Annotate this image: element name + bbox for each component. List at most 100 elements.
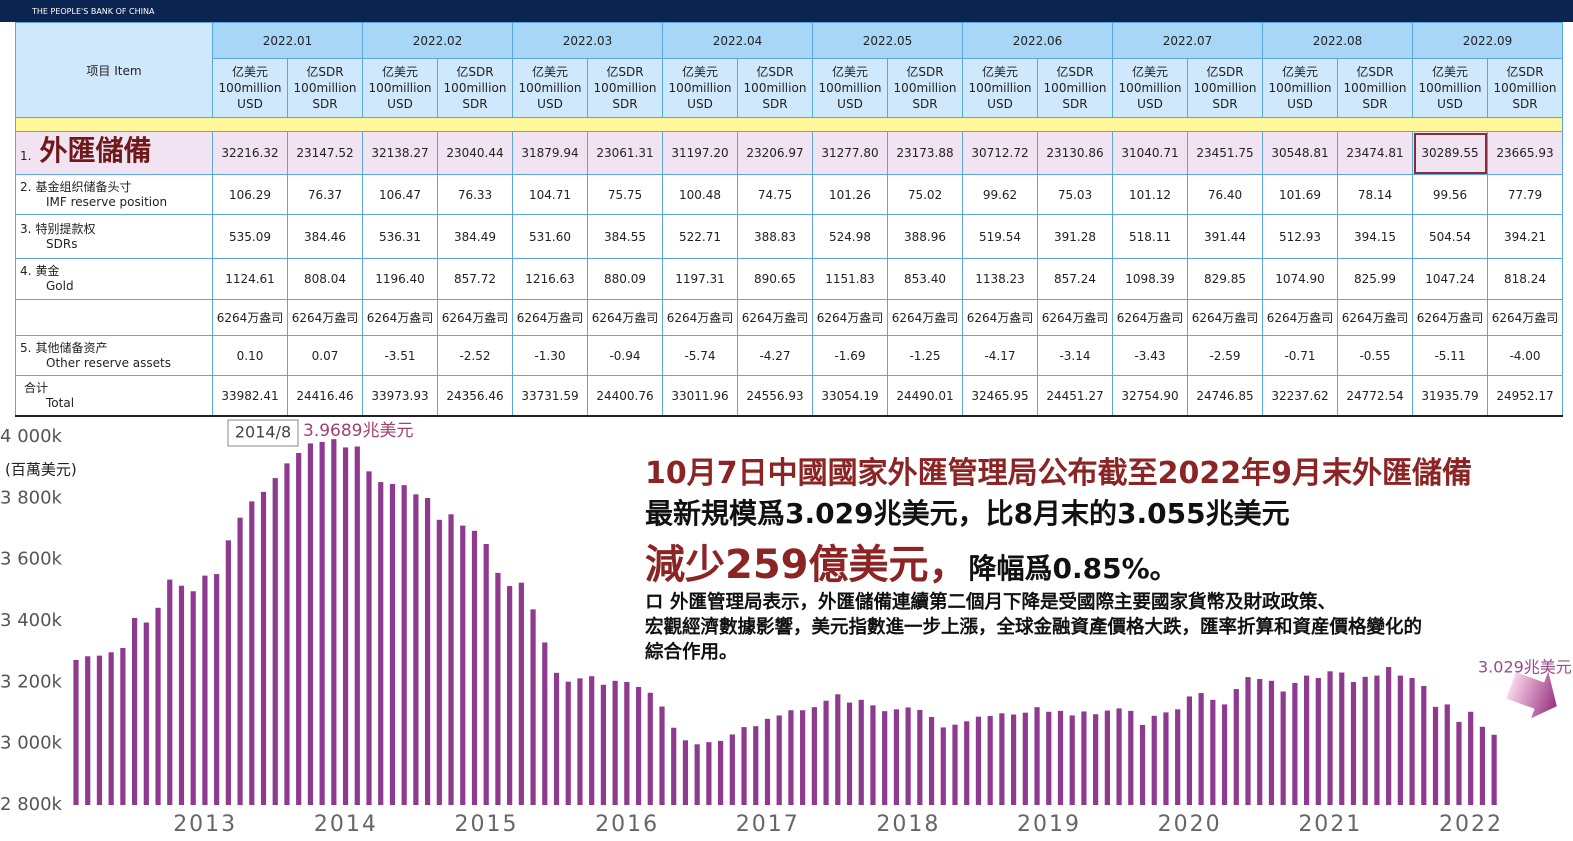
cell: 384.55 bbox=[587, 214, 663, 259]
bar bbox=[249, 501, 255, 805]
cell: 24416.46 bbox=[287, 375, 363, 417]
cell: 6264万盎司 bbox=[437, 299, 513, 336]
bar bbox=[542, 642, 548, 805]
month-header: 2022.07 bbox=[1112, 22, 1263, 59]
unit-text: 100million bbox=[593, 81, 657, 95]
cell: 0.07 bbox=[287, 335, 363, 376]
cell: -4.00 bbox=[1487, 335, 1563, 376]
y-tick-label: 3 400k bbox=[0, 610, 63, 631]
cell: -1.30 bbox=[512, 335, 588, 376]
bar bbox=[401, 485, 407, 805]
bar bbox=[1280, 691, 1286, 805]
bar bbox=[495, 572, 501, 805]
bar bbox=[471, 530, 478, 805]
bar bbox=[214, 574, 220, 805]
bar bbox=[284, 463, 290, 805]
bar bbox=[342, 447, 349, 805]
cell: 6264万盎司 bbox=[662, 299, 738, 336]
cell: 76.33 bbox=[437, 174, 513, 215]
unit-header: 亿SDR 100million SDR bbox=[587, 58, 663, 118]
bar bbox=[858, 699, 864, 805]
y-tick-label: 4 000k bbox=[0, 426, 63, 447]
bar bbox=[917, 709, 923, 805]
bar bbox=[1057, 710, 1064, 805]
bar bbox=[260, 491, 267, 805]
unit-text: USD bbox=[837, 97, 863, 111]
bar bbox=[1268, 680, 1275, 805]
cell: -0.55 bbox=[1337, 335, 1413, 376]
bar bbox=[1479, 726, 1485, 805]
cell: 32237.62 bbox=[1262, 375, 1338, 417]
unit-text: 100million bbox=[443, 81, 507, 95]
cell: 33982.41 bbox=[212, 375, 288, 417]
row-label-line: 合计 bbox=[20, 381, 212, 396]
unit-text: 亿美元 bbox=[1131, 65, 1168, 79]
bar bbox=[647, 692, 653, 805]
cell: 536.31 bbox=[362, 214, 438, 259]
reserve-table: 项目 Item 2022.01 2022.02 2022.03 2022.04 2022.… bbox=[15, 22, 1563, 417]
unit-header: 亿美元 100million USD bbox=[1112, 58, 1188, 118]
cell: -2.59 bbox=[1187, 335, 1263, 376]
bar bbox=[483, 544, 489, 805]
unit-text: 亿SDR bbox=[1356, 65, 1394, 79]
cell: 6264万盎司 bbox=[1112, 299, 1188, 336]
bar bbox=[1386, 667, 1392, 805]
body-line: 綜合作用。 bbox=[645, 642, 738, 663]
unit-header: 亿SDR 100million SDR bbox=[1037, 58, 1113, 118]
cell: 32465.95 bbox=[962, 375, 1038, 417]
bar bbox=[1139, 724, 1146, 805]
unit-text: 100million bbox=[1268, 81, 1332, 95]
row-number: 1. bbox=[20, 148, 32, 163]
unit-text: 亿美元 bbox=[231, 65, 268, 79]
bar bbox=[73, 659, 79, 805]
y-tick-label: 3 200k bbox=[0, 671, 63, 692]
unit-header: 亿美元 100million USD bbox=[362, 58, 438, 118]
month-header: 2022.09 bbox=[1412, 22, 1563, 59]
cell: 77.79 bbox=[1487, 174, 1563, 215]
cell: 75.03 bbox=[1037, 174, 1113, 215]
unit-header: 亿SDR 100million SDR bbox=[1487, 58, 1563, 118]
bar bbox=[694, 744, 700, 805]
unit-text: 100million bbox=[668, 81, 732, 95]
unit-row: 亿美元 100million USD 亿SDR 100million SDR 亿美元 100m… bbox=[16, 58, 1563, 118]
bar bbox=[448, 514, 454, 805]
cell: 75.75 bbox=[587, 174, 663, 215]
row-number: 2. bbox=[20, 179, 32, 194]
row-label-line: 3. 特别提款权 bbox=[20, 222, 212, 237]
bar bbox=[893, 709, 899, 805]
row-label bbox=[15, 299, 213, 336]
unit-text: 亿SDR bbox=[456, 65, 494, 79]
cell: 512.93 bbox=[1262, 214, 1338, 259]
unit-text: 100million bbox=[968, 81, 1032, 95]
month-header: 2022.03 bbox=[512, 22, 663, 59]
row-name-en: Other reserve assets bbox=[46, 355, 172, 370]
cell: 384.49 bbox=[437, 214, 513, 259]
cell: -2.52 bbox=[437, 335, 513, 376]
unit-text: 100million bbox=[218, 81, 282, 95]
bar bbox=[1468, 711, 1474, 805]
unit-text: 亿美元 bbox=[831, 65, 868, 79]
cell: -3.51 bbox=[362, 335, 438, 376]
cell: 99.62 bbox=[962, 174, 1038, 215]
cell: 388.96 bbox=[887, 214, 963, 259]
cell: 32138.27 bbox=[362, 131, 438, 175]
cell: 31879.94 bbox=[512, 131, 588, 175]
bar bbox=[788, 710, 794, 805]
unit-header: 亿美元 100million USD bbox=[212, 58, 288, 118]
bar bbox=[1198, 693, 1204, 805]
spacer-row bbox=[15, 117, 1563, 132]
unit-text: USD bbox=[537, 97, 563, 111]
cell: 6264万盎司 bbox=[362, 299, 438, 336]
y-tick-label: 3 000k bbox=[0, 733, 63, 754]
bar bbox=[1491, 734, 1497, 805]
row-name-en: SDRs bbox=[46, 236, 78, 251]
row-number: 3. bbox=[20, 221, 32, 236]
bar bbox=[823, 700, 829, 805]
y-tick-label: 2 800k bbox=[0, 794, 63, 815]
cell: 6264万盎司 bbox=[1037, 299, 1113, 336]
cell: 104.71 bbox=[512, 174, 588, 215]
bar bbox=[413, 494, 419, 805]
row-name-en: IMF reserve position bbox=[46, 194, 168, 209]
bar bbox=[1233, 689, 1239, 805]
cell: 384.46 bbox=[287, 214, 363, 259]
